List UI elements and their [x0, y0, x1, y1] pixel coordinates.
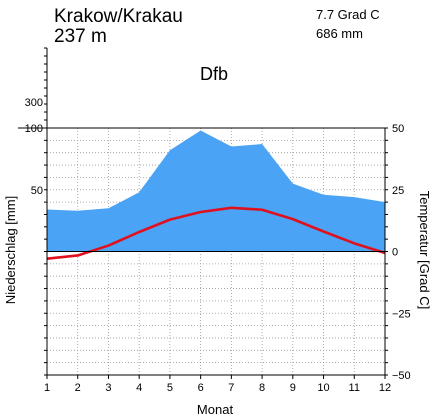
annual-precipitation: 686 mm — [316, 26, 363, 41]
left-tick-label: 300 — [25, 97, 43, 109]
x-tick-label: 12 — [379, 382, 391, 394]
x-tick-label: 10 — [317, 382, 329, 394]
precipitation-layer — [47, 130, 385, 252]
right-tick-label: 25 — [392, 185, 404, 197]
x-tick-label: 8 — [259, 382, 265, 394]
left-tick-label: 50 — [31, 185, 43, 197]
right-tick-label: −50 — [392, 370, 411, 382]
x-tick-label: 1 — [44, 382, 50, 394]
x-tick-label: 11 — [349, 382, 360, 394]
station-elevation: 237 m — [54, 26, 107, 47]
x-tick-label: 6 — [198, 382, 204, 394]
precipitation-area — [47, 130, 385, 252]
right-tick-label: 50 — [392, 123, 404, 135]
right-tick-label: 0 — [392, 247, 398, 259]
x-tick-label: 9 — [290, 382, 296, 394]
mean-temperature: 7.7 Grad C — [316, 7, 380, 22]
right-tick-label: −25 — [392, 308, 411, 320]
climate-classification: Dfb — [200, 64, 228, 84]
x-tick-label: 5 — [167, 382, 173, 394]
temperature-layer — [46, 206, 386, 260]
x-tick-label: 7 — [228, 382, 234, 394]
y-axis-label-right: Temperatur [Grad C] — [417, 191, 432, 310]
temperature-line — [46, 206, 386, 260]
x-tick-label: 2 — [75, 382, 81, 394]
station-name: Krakow/Krakau — [54, 6, 183, 27]
y-axis-label-left: Niederschlag [mm] — [3, 196, 18, 304]
x-axis-label: Monat — [197, 402, 234, 417]
x-tick-label: 3 — [105, 382, 111, 394]
x-tick-label: 4 — [136, 382, 142, 394]
left-tick-label: 100 — [25, 123, 43, 135]
